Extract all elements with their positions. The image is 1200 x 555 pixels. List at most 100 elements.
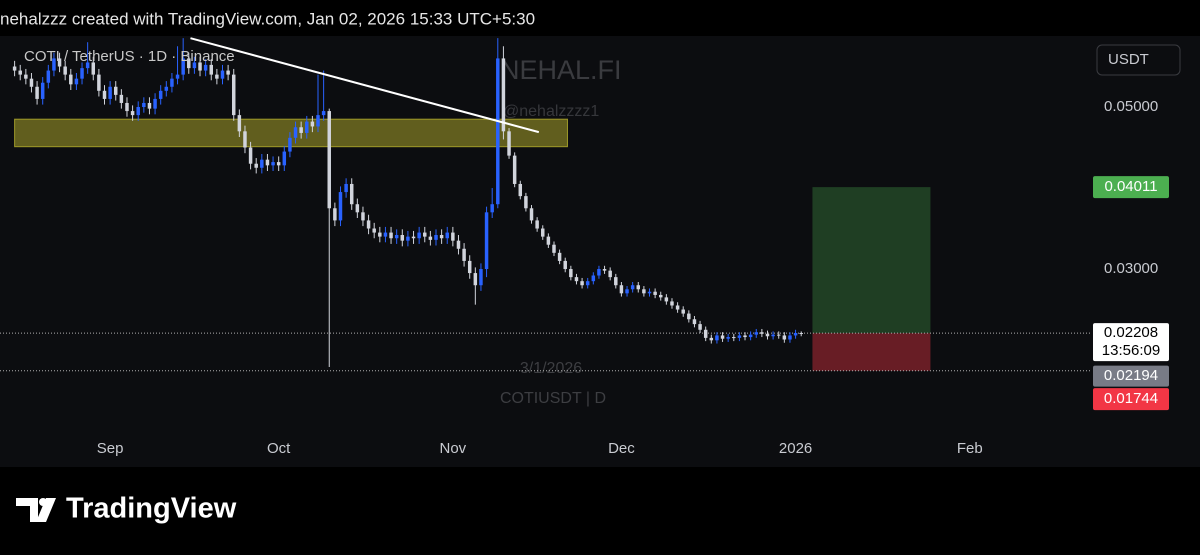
candle-body [175,74,180,79]
y-tick-label: 0.03000 [1104,260,1158,277]
candle-body [597,269,601,276]
candle-body [574,277,579,282]
candle-body [136,107,140,116]
candle-body [102,90,107,99]
candle-body [428,236,433,240]
currency-button[interactable] [1096,44,1181,76]
candle-body [74,78,79,85]
candle-body [119,94,124,103]
candle-body [439,235,444,239]
candle-body [372,228,376,233]
candle-body [754,332,758,335]
candle-body [507,131,511,156]
candle-body [288,137,292,152]
logo-mark [16,498,38,522]
candle-body [625,289,629,294]
candle-body [276,162,281,166]
candle-body [29,78,34,87]
candle-body [709,337,714,341]
candle-body [434,235,438,240]
candle-body [692,319,697,325]
candle-body [170,78,174,87]
candle-body [114,86,118,95]
candle-body [153,98,157,109]
candle-body [748,334,753,338]
candle-body [557,252,562,261]
candle-body [490,204,494,213]
loss-zone [812,333,931,371]
candle-body [355,204,360,213]
candle-body [451,232,455,241]
candle-body [445,232,449,239]
candle-body [456,240,461,249]
stop-label-box [1093,388,1169,411]
last-price-label: 0.02208 [1104,324,1158,341]
candle-body [91,62,96,75]
trendline [190,37,540,134]
candle-body [602,269,607,271]
candle-body [681,309,685,314]
marker-price-label-box [1093,365,1169,387]
candle-body [226,70,230,75]
plot: NEHAL.FI @nehalzzzz1 3/1/2026 COTIUSDT |… [0,37,1090,407]
candle-body [260,159,264,168]
candle-body [659,294,663,298]
candle-body [496,58,500,205]
candle-body [57,58,62,67]
brand: TradingView [66,493,237,525]
candle-body [675,305,680,310]
candle-body [378,232,382,237]
candle-body [647,291,652,294]
candle-body [349,183,354,205]
logo-mark [36,498,56,522]
candle-body [198,62,202,71]
candle-body [687,313,691,320]
candle-body [529,208,534,221]
last-price-box [1093,323,1169,362]
candle-body [282,151,287,166]
candle-body [726,337,730,339]
candle-body [585,281,590,286]
candle-body [192,62,197,69]
candle-body [788,335,792,340]
watermark-handle: @nehalzzzz1 [503,103,599,120]
candle-body [321,111,326,116]
candle-body [130,111,135,116]
candle-body [209,64,213,75]
candle-body [203,64,208,71]
x-tick-label: Feb [957,440,983,457]
candle-body [243,131,247,148]
candle-body [619,285,624,294]
candle-body [305,121,309,133]
candle-body [215,74,219,79]
candle-body [147,102,152,109]
countdown: 13:56:09 [1102,342,1160,359]
candle-body [743,335,747,338]
candle-body [316,115,320,127]
candle-body [265,159,270,166]
candle-body [501,58,506,132]
candle-body [423,232,427,237]
candle-body [541,228,545,237]
candle-body [776,334,781,336]
candle-body [467,260,472,274]
candle-body [614,277,618,286]
candle-body [630,285,635,290]
candle-body [698,324,702,330]
profit-zone [812,187,931,334]
x-tick-label: Dec [608,440,635,457]
candle-body [765,333,770,337]
x-tick-label: 2026 [779,440,812,457]
logo [16,498,56,522]
watermark: NEHAL.FI [500,55,622,85]
candle-body [299,127,303,133]
candle-body [361,212,365,221]
candle-body [406,236,410,241]
marker-price-label: 0.02194 [1104,367,1158,384]
candle-body [479,269,483,286]
candle-body [703,329,708,338]
candle-body [580,281,584,286]
candle-body [12,66,17,71]
candle-body [181,58,185,75]
currency[interactable]: USDT [1108,51,1149,68]
